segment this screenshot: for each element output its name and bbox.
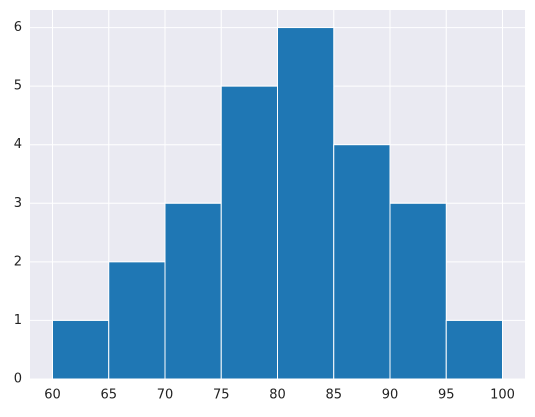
bar [277,27,335,380]
y-tick-label: 5 [14,79,22,94]
x-tick-label: 60 [44,388,61,403]
y-tick-label: 0 [14,372,22,387]
y-tick-label: 1 [14,313,22,328]
x-tick-label: 80 [269,388,286,403]
bar [333,144,391,380]
bar [164,202,222,380]
bar [108,261,166,380]
y-tick-label: 3 [14,196,22,211]
bar [389,202,447,380]
y-tick-label: 6 [14,20,22,35]
x-tick-label: 70 [157,388,174,403]
y-tick-label: 4 [14,137,22,152]
y-tick-label: 2 [14,254,22,269]
bar [220,85,278,380]
x-tick-label: 90 [382,388,399,403]
x-tick-label: 85 [325,388,342,403]
bar [445,319,503,380]
x-tick-label: 75 [213,388,230,403]
x-tick-label: 100 [490,388,515,403]
x-tick-label: 95 [438,388,455,403]
bar [52,319,110,380]
x-tick-label: 65 [100,388,117,403]
